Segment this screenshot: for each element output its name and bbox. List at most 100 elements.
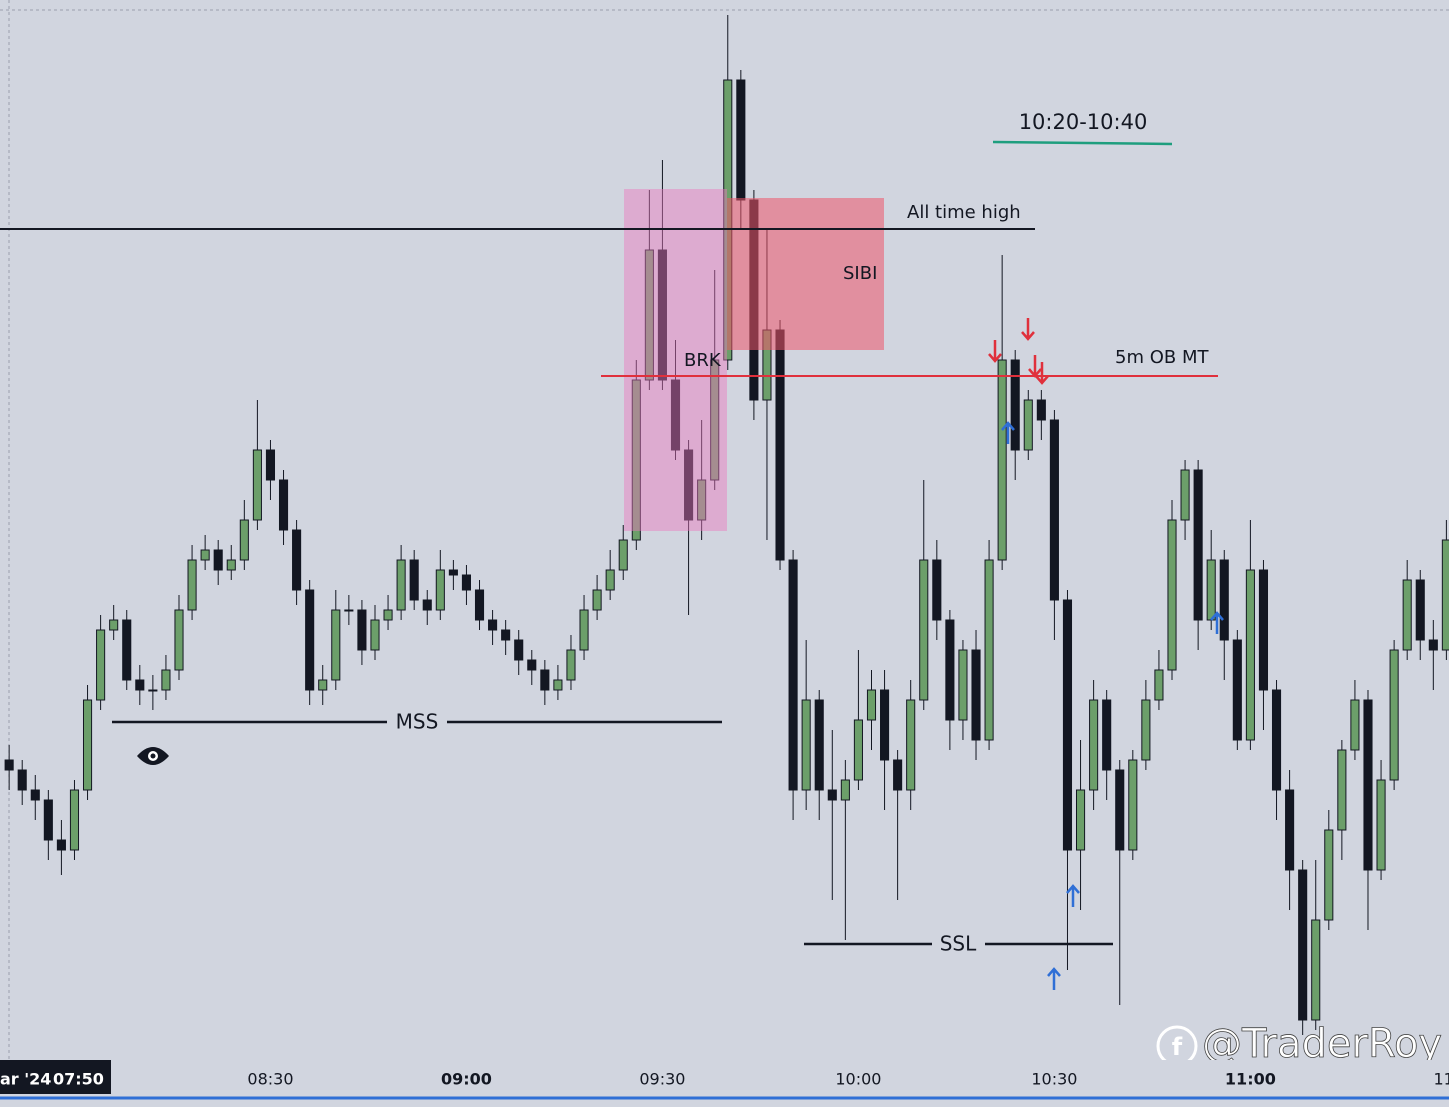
ob-label: 5m OB MT (1115, 347, 1209, 368)
candle-body (906, 699, 916, 791)
candle-body (265, 449, 276, 481)
candle-body (775, 329, 785, 561)
x-tick-label: 09:00 (441, 1070, 492, 1089)
candle-body (370, 619, 380, 651)
candle-body (605, 569, 615, 591)
candle-body (1363, 699, 1373, 871)
candle-body (1232, 639, 1242, 741)
candle-body (174, 609, 184, 671)
candle-body (1258, 569, 1269, 691)
x-tick-label: 09:30 (639, 1070, 685, 1089)
candle-body (82, 699, 93, 791)
candle-body (474, 589, 485, 621)
time-label: 07:50 (53, 1070, 104, 1089)
candle-body (148, 689, 158, 692)
candle-body (657, 249, 667, 381)
ath-label: All time high (907, 202, 1021, 223)
candle-body (984, 559, 994, 741)
candle-body (553, 679, 563, 691)
candle-body (710, 359, 720, 481)
candle-body (1285, 789, 1295, 871)
candle-body (1089, 699, 1099, 791)
candle-body (1036, 399, 1046, 421)
candle-body (357, 609, 367, 651)
candle-body (514, 639, 524, 661)
candle-body (409, 559, 419, 601)
candle-body (736, 79, 746, 201)
candle-body (239, 519, 249, 561)
candle-body (1428, 639, 1438, 651)
session-underline (992, 140, 1173, 146)
candle-body (1324, 829, 1334, 921)
candle-body (1128, 759, 1138, 851)
candle-body (1311, 919, 1321, 1021)
x-tick-label: 08:30 (247, 1070, 293, 1089)
candle-body (932, 559, 942, 621)
sibi-label: SIBI (843, 263, 877, 284)
candle-body (135, 679, 145, 691)
candle-body (1415, 579, 1425, 641)
candle-body (344, 609, 354, 612)
candle-body (461, 574, 472, 591)
svg-text:f: f (1172, 1033, 1183, 1061)
candle-body (383, 609, 393, 621)
candle-body (30, 789, 40, 801)
eye-icon (137, 747, 169, 765)
watermark-text: @TraderRoy (1202, 1021, 1442, 1067)
candle-body (540, 669, 550, 691)
candle-body (1350, 699, 1360, 751)
candle-body (501, 629, 511, 641)
candle-body (788, 559, 798, 791)
candle-body (1023, 399, 1033, 451)
candle-body (318, 679, 328, 691)
x-tick-label: 10:30 (1031, 1070, 1077, 1089)
candle-body (69, 789, 80, 851)
candle-body (1010, 359, 1020, 451)
candle-body (880, 689, 890, 761)
candle-body (1206, 559, 1216, 621)
candle-body (4, 759, 14, 771)
candle-body (187, 559, 197, 611)
candle-body (1062, 599, 1073, 851)
candle-body (1154, 669, 1164, 701)
candle-body (1167, 519, 1177, 671)
candle-body (109, 619, 119, 631)
candle-body (226, 559, 236, 571)
candle-body (1102, 699, 1112, 771)
candle-body (997, 359, 1007, 561)
x-tick-label: 10:00 (835, 1070, 881, 1089)
brk-box (624, 189, 727, 531)
candle-body (422, 599, 432, 611)
candle-body (1141, 699, 1151, 761)
candle-body (566, 649, 576, 681)
candles (4, 15, 1449, 1035)
buy-arrows (1001, 421, 1224, 990)
sell-arrows (988, 318, 1049, 385)
watermark: f @TraderRoy (1156, 1021, 1443, 1067)
candle-body (945, 619, 955, 721)
candle-body (631, 379, 641, 541)
candle-body (96, 629, 106, 701)
x-tick-label: 11: (1434, 1070, 1449, 1089)
candle-body (1337, 749, 1347, 831)
brk-label: BRK (684, 350, 722, 371)
candle-body (213, 549, 223, 571)
candle-body (1376, 779, 1386, 871)
candle-body (1193, 469, 1203, 621)
candle-body (840, 779, 850, 801)
candle-body (292, 529, 302, 591)
candle-body (1049, 419, 1059, 601)
candle-body (448, 569, 458, 576)
candle-body (958, 649, 968, 721)
candle-body (1389, 649, 1399, 781)
date-label: ar '24 (0, 1070, 51, 1089)
x-tick-label: 11:00 (1225, 1070, 1276, 1089)
x-axis (0, 1060, 1449, 1098)
date-box (0, 1060, 111, 1094)
candle-body (435, 569, 445, 611)
candle-body (200, 549, 210, 561)
sibi-box (727, 198, 884, 350)
candle-body (579, 609, 589, 651)
